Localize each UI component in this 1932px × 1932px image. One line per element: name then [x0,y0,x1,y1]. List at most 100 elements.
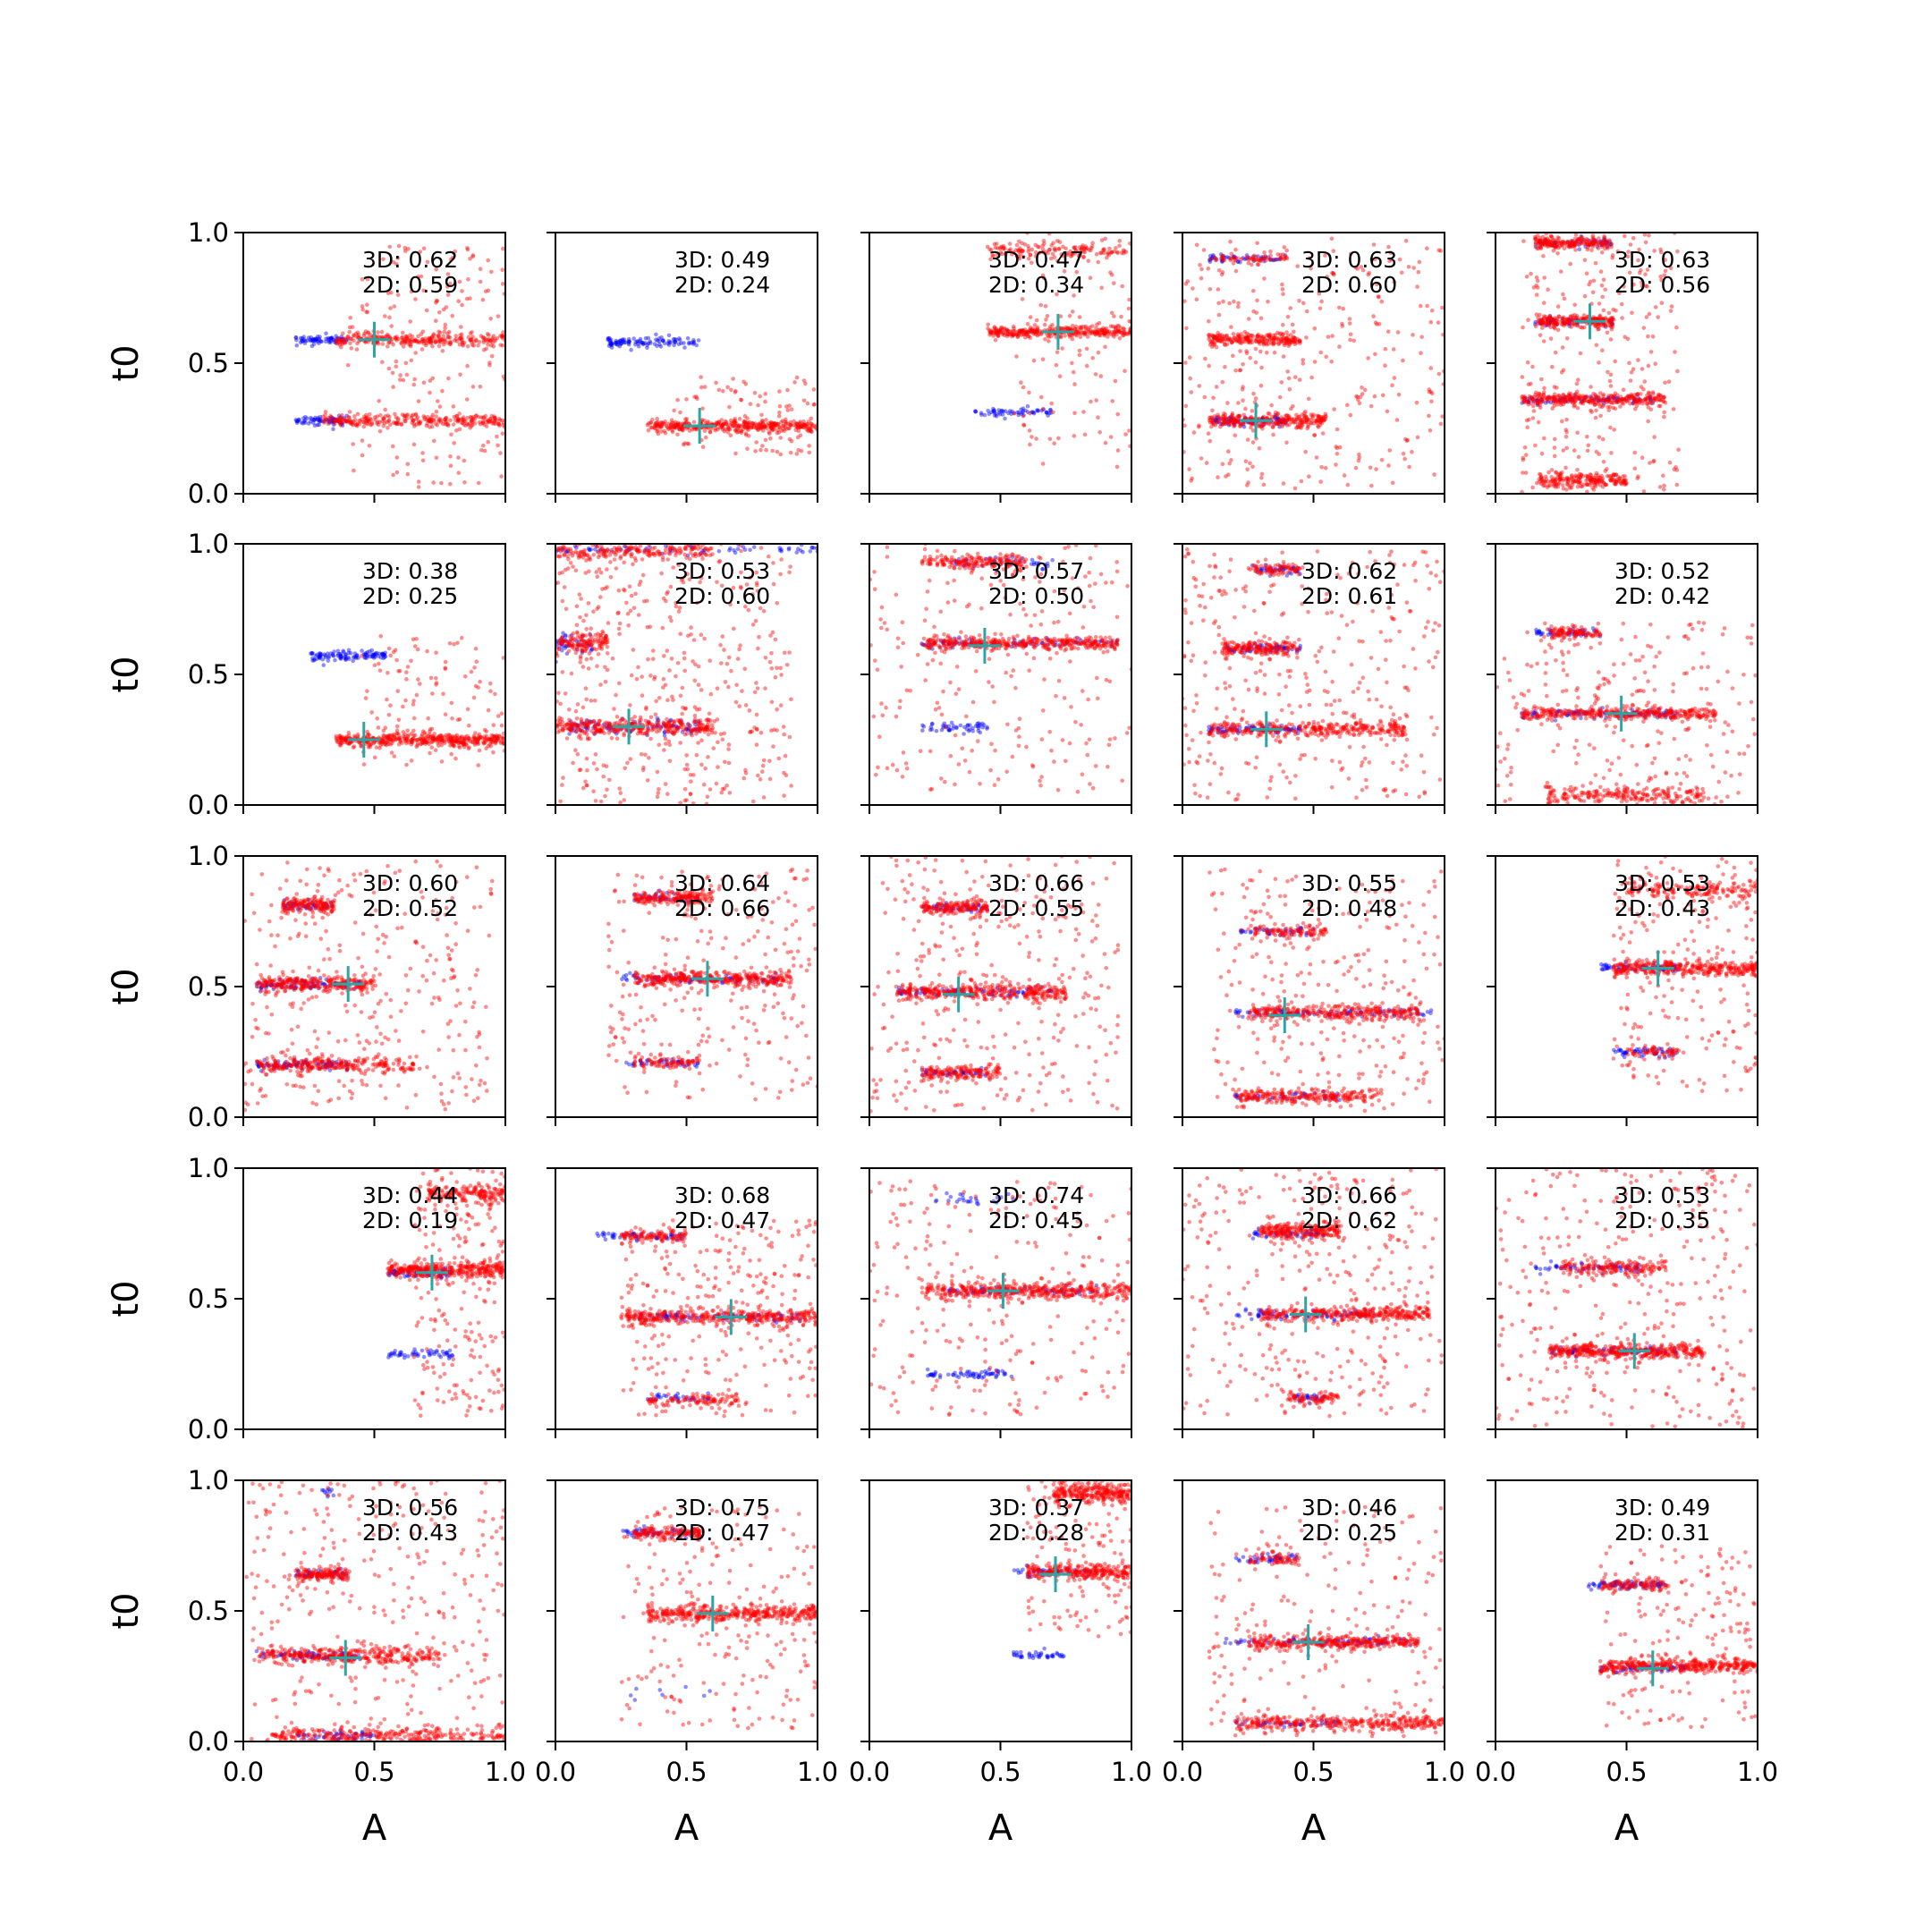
point-2d [1614,479,1619,485]
point-2d [1623,233,1627,239]
point-2d [729,418,733,423]
point-2d [1569,399,1573,403]
point-2d [1648,399,1653,404]
point-2d [386,739,391,743]
point-2d [351,419,356,424]
point-2d [493,421,498,427]
point-2d [1228,337,1233,343]
point-2d [1254,339,1258,344]
point-2d [741,422,746,428]
point-2d [380,360,385,365]
point-3d [300,339,305,344]
point-2d [1238,368,1242,373]
point-3d [627,339,631,344]
point-2d [436,329,441,335]
point-2d [460,289,464,293]
point-3d [1209,257,1214,261]
point-2d [732,419,736,425]
point-2d [425,259,430,265]
point-2d [785,408,791,412]
point-2d [1613,406,1618,411]
point-3d [377,651,382,657]
point-2d [1261,341,1267,346]
point-2d [1275,421,1281,427]
point-2d [764,418,768,422]
point-2d [1216,412,1220,418]
point-2d [1311,421,1317,426]
point-2d [1088,275,1093,281]
point-2d [458,738,462,742]
point-2d [1096,327,1101,333]
point-2d [1044,250,1048,254]
point-2d [438,418,444,423]
point-2d [1067,313,1072,318]
point-2d [356,333,361,337]
point-2d [496,443,500,448]
point-2d [1561,239,1565,244]
point-2d [1121,333,1125,338]
point-2d [484,418,488,422]
point-2d [391,343,396,347]
point-2d [486,258,490,263]
point-2d [801,419,806,424]
point-3d [322,419,327,424]
point-2d [788,450,793,455]
point-2d [472,665,477,670]
point-2d [366,331,370,335]
point-2d [395,292,401,298]
point-2d [1582,242,1587,247]
point-2d [746,421,751,426]
point-3d [336,413,342,419]
point-3d [334,334,339,339]
point-2d [1563,394,1569,399]
point-2d [405,471,411,477]
point-2d [1112,335,1116,339]
point-2d [1608,241,1614,246]
point-2d [491,334,496,338]
point-3d [678,338,682,343]
point-2d [1538,238,1543,243]
point-2d [1238,341,1242,345]
point-2d [675,422,681,428]
point-2d [1544,242,1549,246]
point-2d [1030,328,1034,333]
point-2d [1079,247,1084,251]
point-2d [444,416,448,420]
point-2d [1047,326,1052,331]
point-2d [461,742,466,747]
point-2d [1572,392,1578,397]
point-3d [1535,401,1540,405]
point-2d [1419,303,1423,309]
point-2d [1438,421,1444,427]
point-2d [1072,251,1077,256]
point-2d [1279,335,1284,339]
point-2d [380,419,385,424]
point-2d [1587,282,1591,287]
point-2d [436,735,441,740]
point-2d [418,682,422,686]
point-2d [729,387,733,393]
point-2d [1573,316,1578,320]
point-2d [456,455,461,460]
point-2d [434,681,439,685]
point-2d [1081,325,1086,329]
point-2d [1006,328,1011,334]
point-2d [498,343,503,348]
point-2d [809,421,814,426]
point-2d [759,412,764,418]
point-2d [1646,363,1651,369]
point-2d [724,421,729,427]
point-2d [1539,452,1545,456]
point-2d [1253,360,1258,365]
point-2d [413,297,418,301]
point-3d [631,336,636,341]
point-3d [1604,325,1608,329]
point-3d [1025,403,1030,409]
point-2d [1565,483,1571,487]
point-2d [1551,321,1556,326]
point-2d [1568,486,1572,490]
point-2d [1324,354,1328,360]
point-2d [1554,239,1559,243]
point-2d [1553,399,1558,404]
point-2d [1284,341,1289,345]
